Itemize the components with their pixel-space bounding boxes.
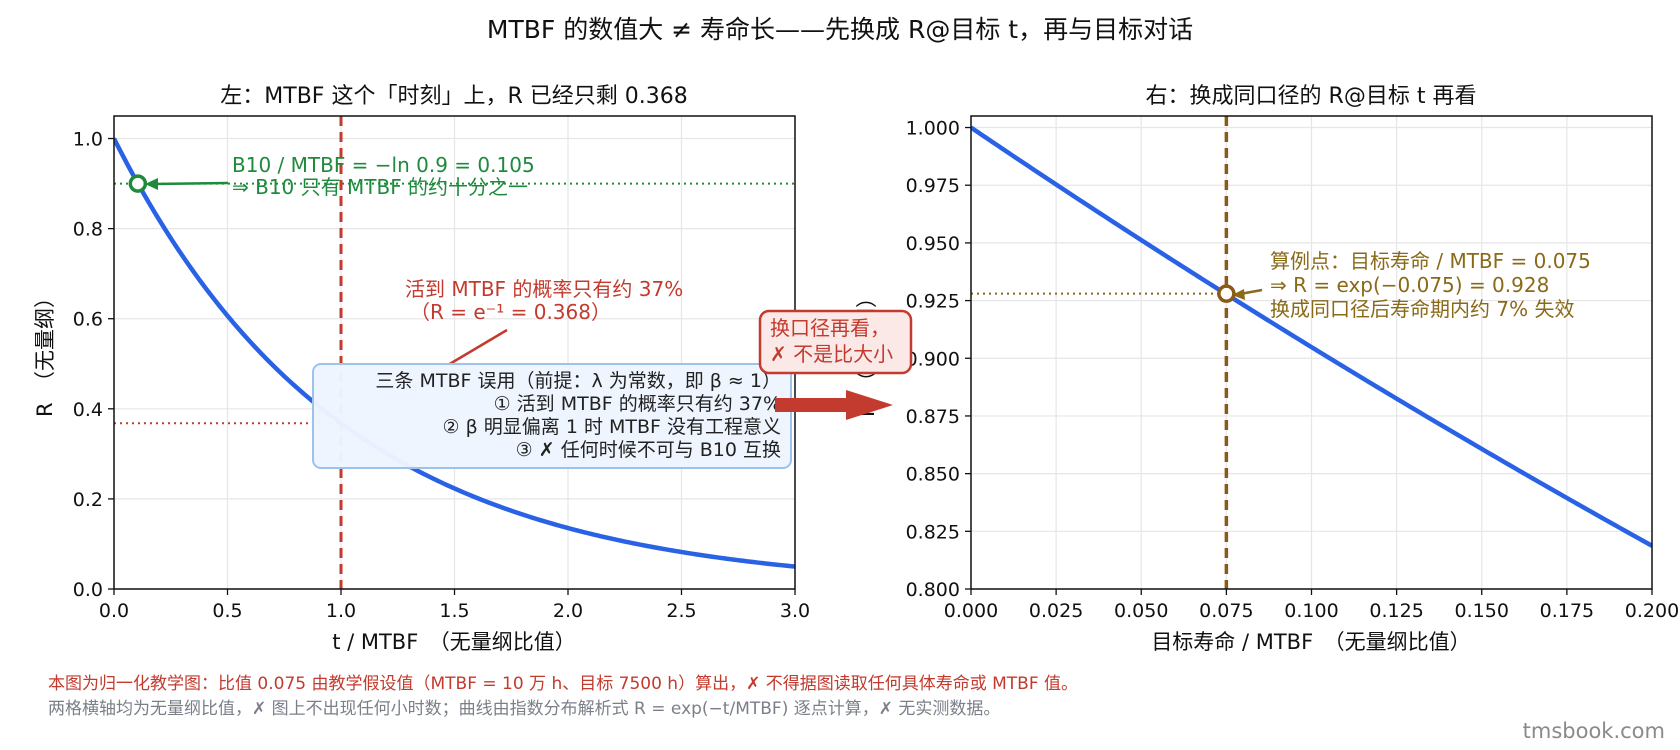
b10-point — [128, 174, 148, 193]
right-x-tick-label: 0.025 — [1029, 600, 1083, 622]
misuse-box: 三条 MTBF 误用（前提：λ 为常数，即 β ≈ 1） ① 活到 MTBF 的… — [312, 363, 792, 469]
figure-title: MTBF 的数值大 ≠ 寿命长——先换成 R@目标 t，再与目标对话 — [487, 15, 1193, 44]
callout-frame — [758, 309, 913, 375]
misuse-box-frame — [312, 363, 792, 469]
b10-annotation-line1: B10 / MTBF = −ln 0.9 = 0.105 — [232, 153, 535, 177]
left-reliability-curve — [114, 137, 795, 569]
right-x-tick-label: 0.075 — [1199, 600, 1253, 622]
right-y-tick-label: 0.850 — [906, 464, 960, 486]
footer-line1: 本图为归一化教学图：比值 0.075 由教学假设值（MTBF = 10 万 h、… — [48, 674, 1078, 694]
left-x-tick-label: 0.0 — [99, 600, 129, 622]
left-x-axis-label: t / MTBF （无量纲比值） — [332, 630, 576, 654]
connect-arrow-shaft — [775, 398, 848, 412]
left-x-tick-label: 0.5 — [212, 600, 242, 622]
right-x-tick-label: 0.050 — [1114, 600, 1168, 622]
left-chart: B10 / MTBF = −ln 0.9 = 0.105 ⇒ B10 只有 MT… — [33, 84, 810, 654]
left-y-tick-label: 0.2 — [73, 489, 103, 511]
right-y-tick-label: 0.800 — [906, 579, 960, 601]
footer-line2: 两格横轴均为无量纲比值，✗ 图上不出现任何小时数；曲线由指数分布解析式 R = … — [48, 699, 1000, 719]
right-reliability-curve — [971, 125, 1652, 548]
left-x-tick-label: 1.0 — [326, 600, 356, 622]
left-y-tick-label: 0.6 — [73, 309, 103, 331]
connect-arrow-head — [846, 390, 893, 420]
callout: 换口径再看， ✗ 不是比大小 — [758, 309, 913, 375]
right-grid — [970, 116, 1653, 590]
right-x-axis-label: 目标寿命 / MTBF （无量纲比值） — [1151, 630, 1470, 654]
right-x-tick-label: 0.200 — [1625, 600, 1679, 622]
connect-arrow — [775, 390, 893, 420]
left-x-tick-label: 2.0 — [553, 600, 583, 622]
b10-annotation-line2: ⇒ B10 只有 MTBF 的约十分之一 — [232, 175, 528, 199]
right-x-tick-label: 0.000 — [944, 600, 998, 622]
right-y-tick-label: 0.925 — [906, 291, 960, 313]
example-arrow-head — [1232, 289, 1245, 300]
mtbf-annotation-pointer — [447, 328, 508, 367]
right-y-tick-label: 1.000 — [906, 118, 960, 140]
left-x-tick-label: 2.5 — [666, 600, 696, 622]
right-x-tick-label: 0.100 — [1284, 600, 1338, 622]
right-x-tick-label: 0.150 — [1455, 600, 1509, 622]
example-annotation-line3: 换成同口径后寿命期内约 7% 失效 — [1270, 297, 1574, 321]
right-y-tick-label: 0.975 — [906, 175, 960, 197]
right-chart-title: 右：换成同口径的 R@目标 t 再看 — [1146, 84, 1477, 109]
left-x-tick-label: 3.0 — [780, 600, 810, 622]
right-y-tick-label: 0.875 — [906, 406, 960, 428]
example-annotation-line2: ⇒ R = exp(−0.075) = 0.928 — [1270, 273, 1549, 297]
callout-line2: ✗ 不是比大小 — [770, 342, 893, 366]
right-y-tick-label: 0.900 — [906, 348, 960, 370]
left-y-tick-label: 0.0 — [73, 579, 103, 601]
callout-line1: 换口径再看， — [770, 316, 890, 340]
misuse-box-item3: ③ ✗ 任何时候不可与 B10 互换 — [516, 439, 781, 461]
left-ticks: 0.0 0.5 1.0 1.5 2.0 2.5 3.0 0.0 0.2 0.4 0.6 0.8 1.0 — [73, 129, 810, 622]
left-x-tick-label: 1.5 — [439, 600, 469, 622]
b10-arrow-head — [145, 178, 158, 190]
right-y-tick-label: 0.825 — [906, 521, 960, 543]
misuse-box-item2: ② β 明显偏离 1 时 MTBF 没有工程意义 — [443, 416, 781, 438]
left-y-axis-label: R （无量纲） — [33, 287, 57, 417]
left-y-tick-label: 1.0 — [73, 129, 103, 151]
left-y-tick-label: 0.8 — [73, 219, 103, 241]
left-y-tick-label: 0.4 — [73, 399, 103, 421]
mtbf-annotation-line1: 活到 MTBF 的概率只有约 37% — [405, 277, 683, 301]
misuse-box-item1: ① 活到 MTBF 的概率只有约 37% — [494, 393, 781, 415]
left-chart-title: 左：MTBF 这个「时刻」上，R 已经只剩 0.368 — [220, 84, 687, 109]
mtbf-annotation-line2: （R = e⁻¹ = 0.368） — [410, 300, 611, 324]
right-x-tick-label: 0.175 — [1540, 600, 1594, 622]
b10-arrow — [151, 181, 229, 186]
misuse-box-title: 三条 MTBF 误用（前提：λ 为常数，即 β ≈ 1） — [375, 370, 781, 392]
watermark: tmsbook.com — [1523, 719, 1665, 743]
right-chart: 算例点：目标寿命 / MTBF = 0.075 ⇒ R = exp(−0.075… — [855, 84, 1679, 654]
right-ticks: 0.000 0.025 0.050 0.075 0.100 0.125 0.150 0.175… — [906, 118, 1680, 622]
example-point — [1217, 284, 1236, 303]
right-y-tick-label: 0.950 — [906, 233, 960, 255]
example-annotation-line1: 算例点：目标寿命 / MTBF = 0.075 — [1270, 249, 1591, 273]
right-x-tick-label: 0.125 — [1369, 600, 1423, 622]
